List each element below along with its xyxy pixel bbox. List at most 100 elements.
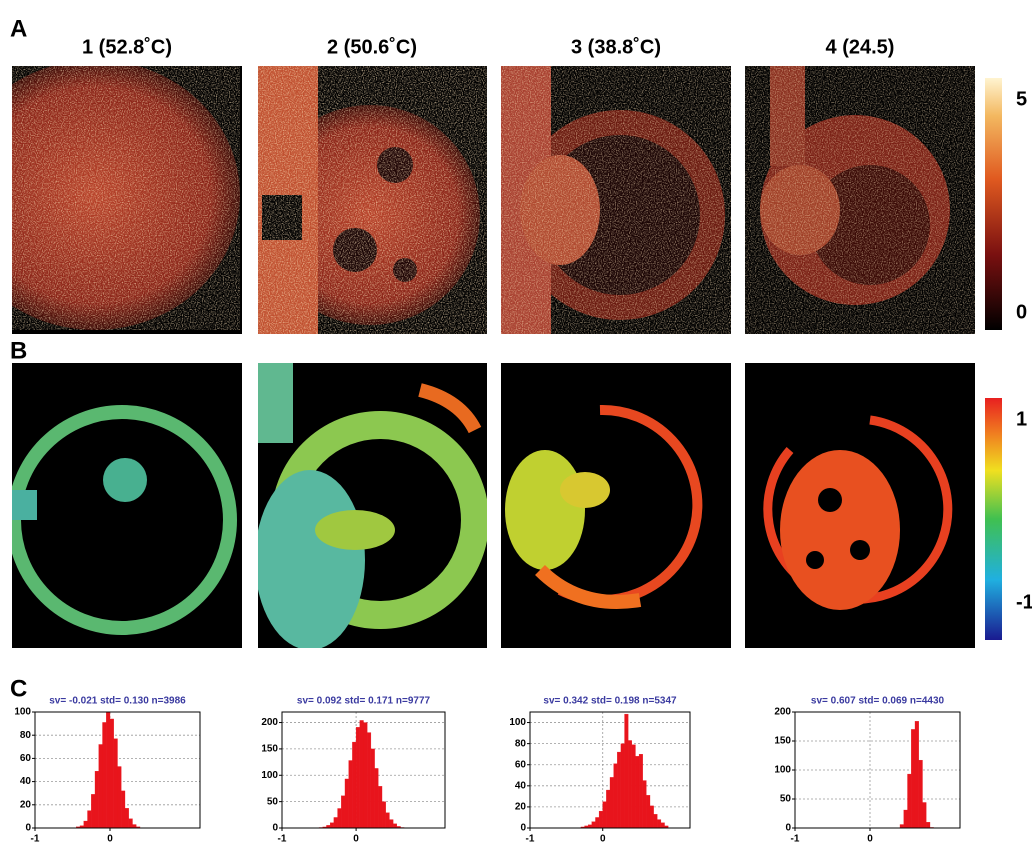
histogram-bar <box>363 722 368 829</box>
intensity-image <box>501 66 731 334</box>
histogram-bar <box>649 805 654 829</box>
y-tick-label: 150 <box>774 736 791 747</box>
histogram-bar <box>113 738 118 829</box>
histogram-bar <box>124 808 129 829</box>
image-title: 3 (38.8˚C) <box>571 35 661 58</box>
histogram-bar <box>98 744 103 829</box>
histogram-bar <box>617 751 622 829</box>
image-title: 1 (52.8˚C) <box>82 35 172 58</box>
histogram-bar <box>628 740 632 829</box>
histogram-bar <box>635 756 640 829</box>
gp-image <box>501 363 731 648</box>
y-tick-label: 50 <box>780 794 792 805</box>
y-tick-label: 100 <box>14 707 31 718</box>
colorbar <box>985 398 1002 640</box>
y-tick-label: 100 <box>774 765 791 776</box>
histogram-bar <box>613 763 618 829</box>
panel-label: C <box>10 675 27 702</box>
x-tick-label: 0 <box>353 834 359 845</box>
histogram-bar <box>341 795 346 829</box>
intensity-image <box>12 66 242 334</box>
histogram-bar <box>591 821 596 829</box>
histogram-bar <box>646 795 651 829</box>
histogram-bar <box>87 810 92 829</box>
histogram-bar <box>109 718 114 829</box>
plot-frame <box>529 711 691 829</box>
histogram-bar <box>653 814 658 829</box>
y-tick-label: 20 <box>20 799 32 810</box>
histogram-bar <box>624 713 629 829</box>
histogram-bar <box>899 824 904 829</box>
y-tick-label: 80 <box>515 738 527 749</box>
histogram-bar <box>94 771 99 829</box>
histogram-bar <box>642 780 647 829</box>
chart-title: sv= 0.092 std= 0.171 n=9777 <box>297 696 431 707</box>
image-title: 4 (24.5) <box>826 36 895 58</box>
histogram-bar <box>121 790 126 829</box>
histogram-bar <box>117 766 122 829</box>
histogram-bar <box>355 727 360 829</box>
chart-title: sv= 0.342 std= 0.198 n=5347 <box>543 696 677 707</box>
histogram-bar <box>83 820 88 829</box>
histogram-bar <box>367 732 372 829</box>
y-tick-label: 60 <box>20 753 32 764</box>
histogram-bar <box>128 818 133 829</box>
y-tick-label: 20 <box>515 802 527 813</box>
panel-label: B <box>10 337 27 364</box>
histogram-bar <box>620 743 625 829</box>
plot-frame <box>34 711 201 829</box>
chart-title: sv= 0.607 std= 0.069 n=4430 <box>811 696 945 707</box>
panel-label: A <box>10 15 27 42</box>
histogram-bar <box>102 722 107 829</box>
x-tick-label: 0 <box>867 834 873 845</box>
histogram-bar <box>91 794 96 829</box>
histogram-bar <box>374 768 379 829</box>
histogram-bar <box>598 810 603 829</box>
x-tick-label: -1 <box>31 834 40 845</box>
histogram-bar <box>330 822 335 829</box>
histogram-bar <box>903 809 908 829</box>
histogram-bar <box>914 721 919 829</box>
histogram-bar <box>911 729 916 829</box>
y-tick-label: 200 <box>774 707 791 718</box>
intensity-image <box>258 66 487 334</box>
histogram-bar <box>385 812 390 829</box>
colorbar-label: 5 <box>1016 88 1027 110</box>
histogram-bar <box>907 773 912 829</box>
histogram-bar <box>352 741 357 829</box>
histogram-bar <box>370 748 375 829</box>
gp-image <box>12 363 242 648</box>
histogram-bar <box>378 786 383 829</box>
y-tick-label: 0 <box>520 823 526 834</box>
y-tick-label: 60 <box>515 759 527 770</box>
gp-image <box>258 363 487 648</box>
histogram-bar <box>657 819 662 829</box>
colorbar-label: 0 <box>1016 301 1027 323</box>
histogram-bar <box>918 759 923 829</box>
image-title: 2 (50.6˚C) <box>327 35 417 58</box>
histogram-bar <box>344 778 349 829</box>
gp-image <box>745 363 975 648</box>
x-tick-label: -1 <box>791 834 800 845</box>
histogram-bar <box>602 801 607 829</box>
histogram-bar <box>638 754 643 829</box>
y-tick-label: 200 <box>261 717 278 728</box>
histogram-bar <box>381 801 386 829</box>
plot-frame <box>281 711 446 829</box>
y-tick-label: 150 <box>261 744 278 755</box>
plot-frame <box>794 711 961 829</box>
histogram-bar <box>389 819 394 829</box>
histogram-bar <box>595 817 600 829</box>
x-tick-label: 0 <box>107 834 113 845</box>
histogram-bar <box>660 822 665 829</box>
histogram-bar <box>392 823 397 829</box>
x-tick-label: -1 <box>278 834 287 845</box>
histogram-bar <box>337 808 342 829</box>
y-tick-label: 40 <box>515 780 527 791</box>
histogram-bar <box>926 822 931 829</box>
gp-images <box>12 363 975 648</box>
histogram-bar <box>333 817 338 829</box>
histogram-bar <box>922 802 927 829</box>
